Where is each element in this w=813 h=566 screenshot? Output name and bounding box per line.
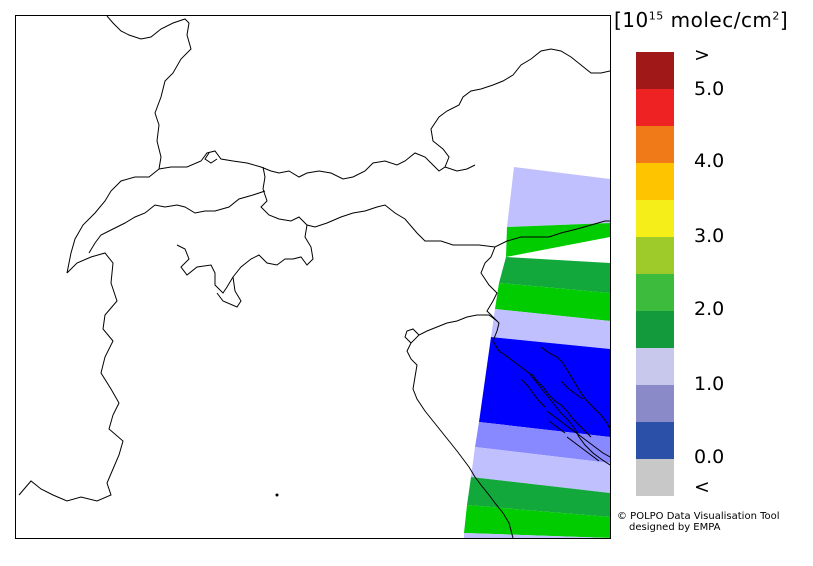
country-borders	[18, 16, 610, 538]
legend-swatch	[636, 274, 674, 311]
map-panel	[15, 15, 611, 539]
credit-line-1: © POLPO Data Visualisation Tool	[617, 511, 780, 522]
credit-text: © POLPO Data Visualisation Tool designed…	[617, 511, 780, 533]
legend-swatch	[636, 422, 674, 459]
swath-band	[495, 283, 610, 321]
legend-swatch	[636, 311, 674, 348]
legend-label-above: >	[694, 44, 710, 66]
swath-band	[491, 309, 610, 349]
swath-band	[467, 477, 610, 517]
legend-label-2: 2.0	[694, 298, 725, 320]
legend-swatch	[636, 385, 674, 422]
map-canvas	[18, 16, 610, 538]
legend-swatch	[636, 348, 674, 385]
legend-label-3: 3.0	[694, 225, 725, 247]
swath-band	[471, 447, 610, 493]
legend-swatch	[636, 459, 674, 496]
legend-swatch	[636, 200, 674, 237]
swath-band	[464, 533, 610, 538]
swath-band	[464, 505, 610, 538]
legend-swatch	[636, 237, 674, 274]
swath-band	[506, 223, 610, 257]
legend-label-below: <	[694, 476, 710, 498]
legend-label-1: 1.0	[694, 373, 725, 395]
legend-swatch	[636, 126, 674, 163]
island-marker	[275, 493, 279, 497]
swath-band	[479, 337, 610, 437]
satellite-swath	[464, 167, 610, 538]
legend-title: [1015 molec/cm2]	[614, 8, 789, 32]
swath-band	[507, 167, 610, 227]
credit-line-2: designed by EMPA	[629, 522, 721, 533]
legend-swatch	[636, 52, 674, 89]
swath-band	[499, 257, 610, 293]
legend-swatch	[636, 163, 674, 200]
legend-swatch	[636, 89, 674, 126]
legend-label-5: 5.0	[694, 78, 725, 100]
legend-label-0: 0.0	[694, 446, 725, 468]
swath-band	[475, 422, 610, 463]
legend-label-4: 4.0	[694, 150, 725, 172]
color-scale-bar	[636, 52, 674, 496]
